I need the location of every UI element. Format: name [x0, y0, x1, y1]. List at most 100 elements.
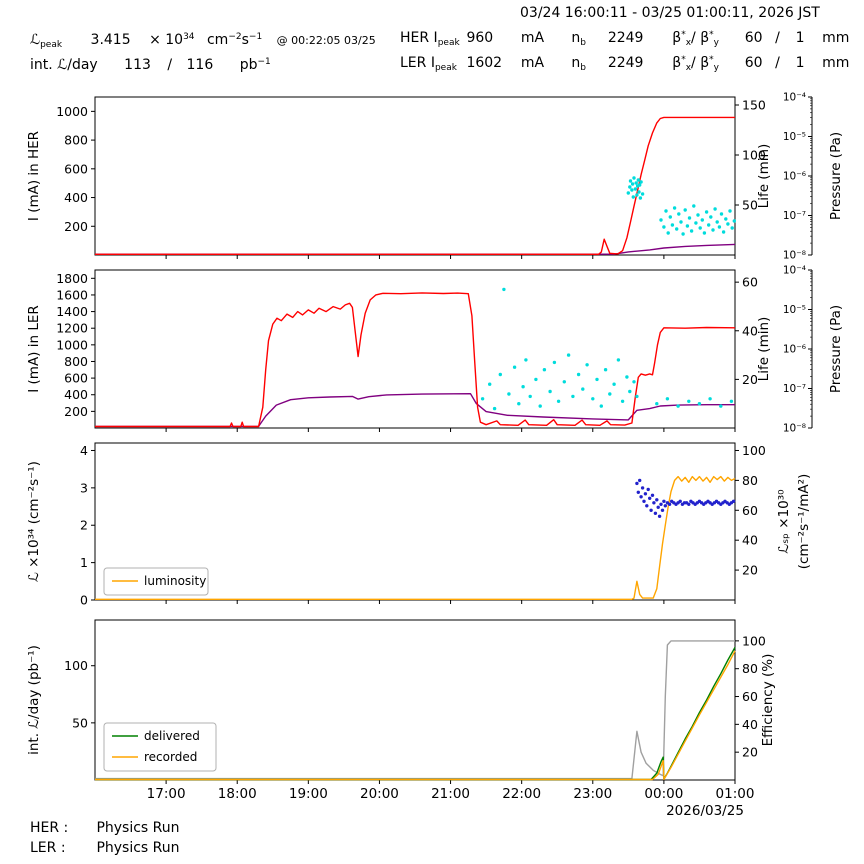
- svg-text:10⁻⁶: 10⁻⁶: [783, 171, 806, 183]
- svg-text:23:00: 23:00: [573, 786, 612, 802]
- svg-text:ℒₛₚ ×10³⁰: ℒₛₚ ×10³⁰: [776, 489, 792, 553]
- lpeak-timestamp: @ 00:22:05 03/25: [276, 34, 376, 47]
- her-beta-sep: /: [775, 30, 780, 46]
- svg-text:4: 4: [80, 443, 88, 458]
- her-beta-v1: 60: [744, 30, 763, 46]
- svg-text:21:00: 21:00: [431, 786, 470, 802]
- svg-text:10⁻⁵: 10⁻⁵: [783, 131, 806, 143]
- panel-luminosity: 0 1 2 3 4 20 40 60 80 100 ℒ ×10³⁴ (cm⁻²s⁻¹) ℒₛₚ ×10…: [26, 442, 812, 608]
- lpeak-units: cm−2s−1: [206, 32, 263, 48]
- svg-text:0: 0: [80, 593, 88, 608]
- svg-text:10⁻⁷: 10⁻⁷: [783, 210, 806, 222]
- her-pressure-line: [95, 243, 736, 255]
- her-beta-v2: 1: [795, 30, 805, 46]
- svg-text:800: 800: [64, 354, 88, 369]
- svg-text:22:00: 22:00: [502, 786, 541, 802]
- recorded-line: [95, 650, 736, 781]
- ler-ipeak-label: LER Ipeak: [400, 55, 457, 73]
- peak-luminosity-row: ℒpeak 3.415 × 1034 cm−2s−1 @ 00:22:05 03…: [30, 32, 376, 50]
- ler-beta-v1: 60: [744, 55, 763, 71]
- luminosity-legend: luminosity: [103, 567, 209, 596]
- svg-text:10⁻⁴: 10⁻⁴: [783, 265, 806, 277]
- specific-luminosity-dots: [635, 478, 736, 518]
- svg-text:19:00: 19:00: [289, 786, 328, 802]
- svg-text:10⁻⁵: 10⁻⁵: [783, 304, 806, 316]
- svg-text:1: 1: [80, 555, 88, 570]
- her-ipeak-label: HER Ipeak: [400, 30, 460, 48]
- ler-run-line: LER : Physics Run: [30, 840, 180, 856]
- svg-text:int. ℒ/day (pb⁻¹): int. ℒ/day (pb⁻¹): [26, 645, 42, 755]
- svg-text:1800: 1800: [56, 271, 88, 286]
- ler-lifetime-dots: [480, 287, 734, 411]
- svg-text:80: 80: [742, 473, 758, 488]
- svg-text:100: 100: [742, 633, 766, 648]
- svg-text:I (mA) in LER: I (mA) in LER: [26, 305, 42, 393]
- svg-text:1400: 1400: [56, 304, 88, 319]
- svg-text:100: 100: [742, 443, 766, 458]
- svg-text:20: 20: [742, 372, 758, 387]
- ler-beta-unit: mm: [822, 55, 850, 71]
- svg-text:400: 400: [64, 190, 88, 205]
- svg-text:50: 50: [742, 198, 758, 213]
- svg-text:10⁻⁶: 10⁻⁶: [783, 344, 806, 356]
- svg-text:10⁻⁴: 10⁻⁴: [783, 92, 806, 104]
- svg-text:Life (min): Life (min): [756, 144, 772, 209]
- svg-text:delivered: delivered: [144, 729, 200, 743]
- intl-value: 113: [124, 57, 151, 73]
- svg-text:40: 40: [742, 533, 758, 548]
- her-beta-unit: mm: [822, 30, 850, 46]
- svg-text:17:00: 17:00: [147, 786, 186, 802]
- svg-text:60: 60: [742, 689, 758, 704]
- svg-text:1200: 1200: [56, 321, 88, 336]
- integrated-legend: delivered recorded: [103, 722, 217, 772]
- intl-slash: /: [167, 57, 173, 73]
- svg-text:18:00: 18:00: [218, 786, 257, 802]
- svg-text:1000: 1000: [56, 337, 88, 352]
- her-beta-label: β*x/ β*y: [672, 30, 719, 48]
- svg-text:80: 80: [742, 661, 758, 676]
- svg-text:20: 20: [742, 745, 758, 760]
- panel-her: 200 400 600 800 1000 50 100 150 I (mA) in HER Lif…: [26, 92, 844, 262]
- her-nb-label: nb: [571, 30, 586, 48]
- svg-text:2: 2: [80, 518, 88, 533]
- svg-text:100: 100: [64, 658, 88, 673]
- svg-text:150: 150: [742, 98, 766, 113]
- int-luminosity-row: int. ℒ/day 113 / 116 pb−1: [30, 57, 271, 73]
- ler-ipeak-unit: mA: [520, 55, 545, 71]
- intl-total: 116: [186, 57, 214, 73]
- ler-beta-v2: 1: [795, 55, 805, 71]
- ler-nb-label: nb: [571, 55, 586, 73]
- svg-text:200: 200: [64, 219, 88, 234]
- ler-nb-value: 2249: [607, 55, 644, 71]
- svg-text:I (mA) in HER: I (mA) in HER: [26, 131, 42, 221]
- svg-text:600: 600: [64, 371, 88, 386]
- svg-text:60: 60: [742, 275, 758, 290]
- svg-text:Efficiency (%): Efficiency (%): [760, 654, 776, 747]
- svg-text:Life (min): Life (min): [756, 317, 772, 382]
- her-lifetime-dots: [626, 176, 736, 236]
- svg-text:Pressure (Pa): Pressure (Pa): [828, 132, 844, 220]
- delivered-line: [95, 647, 736, 781]
- svg-text:3: 3: [80, 480, 88, 495]
- panel-integrated: 50 100 20 40 60 80 100 int. ℒ/day (pb⁻¹) Efficie…: [26, 619, 776, 819]
- her-nb-value: 2249: [607, 30, 644, 46]
- her-ipeak-unit: mA: [520, 30, 545, 46]
- svg-text:Pressure (Pa): Pressure (Pa): [828, 305, 844, 393]
- ler-beta-sep: /: [775, 55, 780, 71]
- her-info-row: HER Ipeak 960 mA nb 2249 β*x/ β*y 60 / 1…: [400, 30, 849, 48]
- svg-text:luminosity: luminosity: [144, 574, 206, 588]
- charts: 200 400 600 800 1000 50 100 150 I (mA) in HER Lif…: [0, 88, 864, 824]
- ler-current-line: [95, 292, 736, 428]
- ler-beta-label: β*x/ β*y: [672, 55, 719, 73]
- ler-ipeak-value: 1602: [466, 55, 503, 71]
- her-current-line: [95, 116, 735, 255]
- svg-text:20:00: 20:00: [360, 786, 399, 802]
- svg-text:400: 400: [64, 387, 88, 402]
- her-run-value: Physics Run: [96, 820, 180, 836]
- svg-text:20: 20: [742, 563, 758, 578]
- lpeak-power: × 1034: [149, 32, 195, 48]
- her-run-line: HER : Physics Run: [30, 820, 180, 836]
- svg-text:10⁻⁸: 10⁻⁸: [783, 250, 806, 262]
